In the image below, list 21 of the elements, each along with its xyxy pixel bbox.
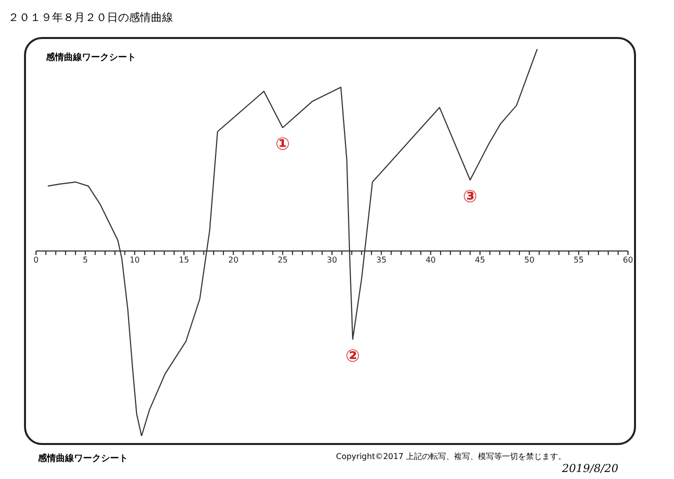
- text: Copyright©2017 上記の転写、複写、模写等一切を禁じます。: [336, 451, 566, 462]
- x-tick-label: 15: [178, 256, 190, 265]
- x-tick-label: 50: [524, 256, 534, 265]
- x-tick-label: 10: [130, 256, 140, 265]
- text: 感情曲線ワークシート: [38, 452, 128, 465]
- x-tick-label: 20: [228, 256, 238, 265]
- annotation: ①: [275, 134, 290, 155]
- x-tick-label: 55: [574, 256, 584, 265]
- x-tick-label: 60: [622, 256, 634, 265]
- annotation: ③: [462, 187, 478, 208]
- text: 2019/8/20: [562, 462, 618, 475]
- x-tick-label: 25: [278, 256, 288, 265]
- x-tick-label: 45: [474, 256, 486, 265]
- chart-subtitle: 感情曲線ワークシート: [46, 51, 136, 64]
- chart-title: ２０１９年８月２０日の感情曲線: [8, 10, 173, 25]
- x-tick-label: 5: [82, 256, 88, 265]
- x-tick-label: 30: [326, 256, 338, 265]
- x-tick-label: 35: [376, 256, 386, 265]
- x-tick-label: 0: [33, 256, 39, 265]
- annotation: ②: [346, 346, 360, 366]
- x-tick-label: 40: [426, 256, 436, 265]
